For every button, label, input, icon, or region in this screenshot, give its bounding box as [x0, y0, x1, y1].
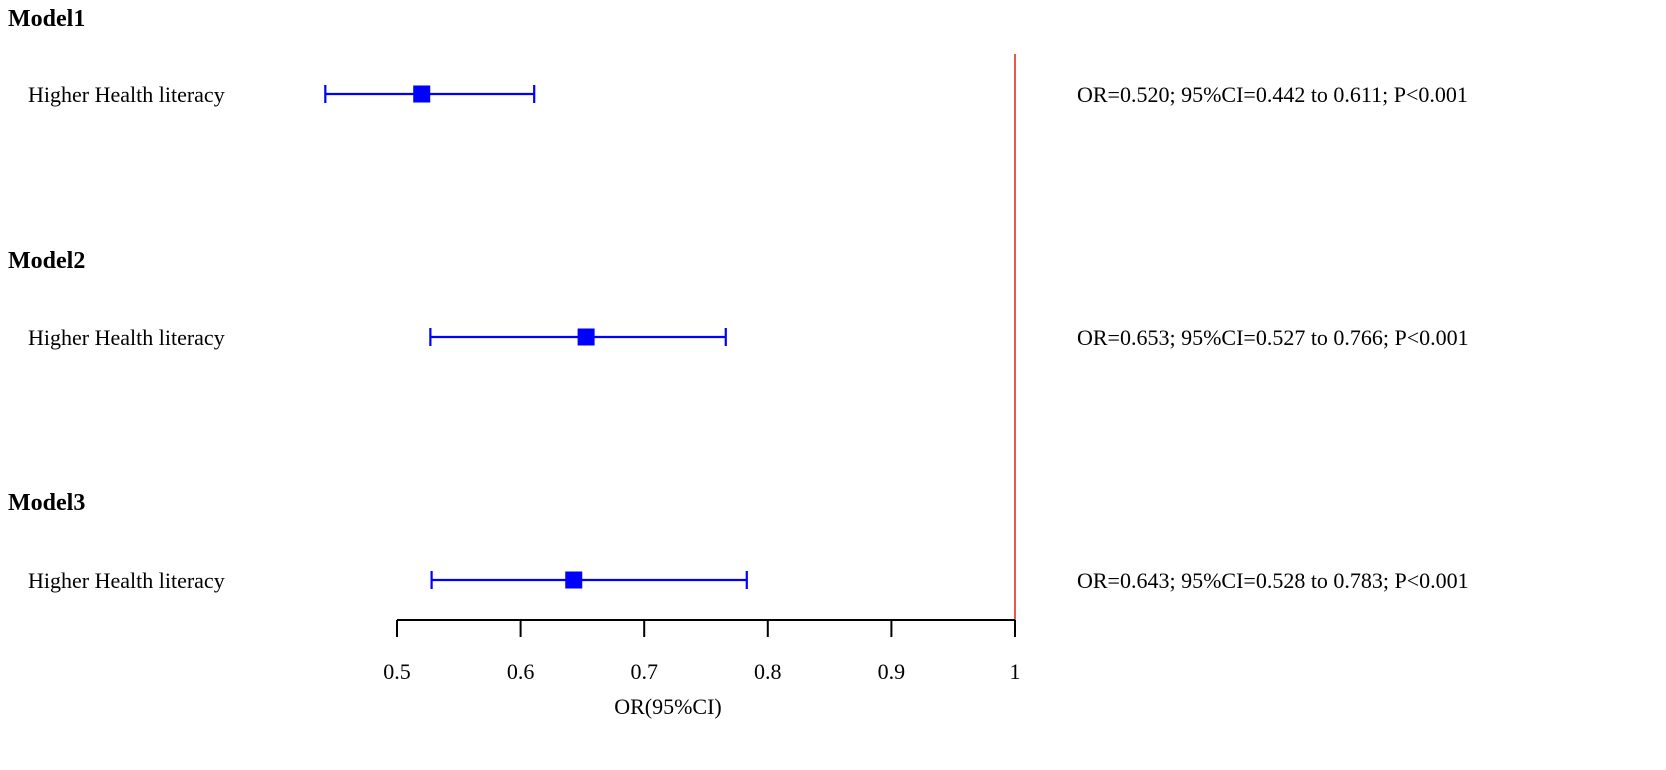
x-tick-label: 0.6	[507, 659, 535, 684]
model-title: Model2	[8, 248, 85, 274]
x-tick-label: 0.7	[630, 659, 658, 684]
or-point-marker	[577, 328, 595, 346]
row-label: Higher Health literacy	[28, 82, 225, 107]
row-label: Higher Health literacy	[28, 325, 225, 350]
or-point-marker	[413, 85, 431, 103]
model-title: Model1	[8, 6, 85, 32]
or-point-marker	[565, 571, 583, 589]
or-stat-text: OR=0.520; 95%CI=0.442 to 0.611; P<0.001	[1077, 82, 1468, 107]
x-tick-label: 0.8	[754, 659, 782, 684]
x-tick-label: 0.9	[878, 659, 906, 684]
or-stat-text: OR=0.653; 95%CI=0.527 to 0.766; P<0.001	[1077, 325, 1469, 350]
row-label: Higher Health literacy	[28, 568, 225, 593]
x-tick-label: 0.5	[383, 659, 411, 684]
or-stat-text: OR=0.643; 95%CI=0.528 to 0.783; P<0.001	[1077, 568, 1469, 593]
x-axis-title: OR(95%CI)	[614, 694, 722, 719]
x-tick-label: 1	[1010, 659, 1021, 684]
model-title: Model3	[8, 490, 85, 516]
